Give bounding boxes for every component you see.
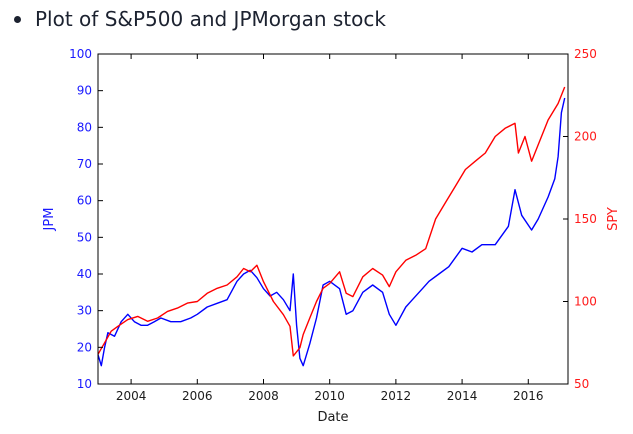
y2-tick-label: 250 bbox=[574, 47, 597, 61]
y2-tick-label: 150 bbox=[574, 212, 597, 226]
series-line-spy bbox=[97, 86, 566, 357]
series-line-jpm bbox=[97, 97, 566, 367]
y-axis-label-jpm: JPM bbox=[42, 208, 57, 232]
y2-axis-label-spy: SPY bbox=[606, 207, 621, 231]
x-tick-label: 2008 bbox=[248, 389, 279, 403]
y-tick-label: 30 bbox=[77, 304, 92, 318]
series-layer bbox=[97, 86, 566, 367]
x-axis-label: Date bbox=[317, 410, 348, 425]
y2-tick-label: 100 bbox=[574, 295, 597, 309]
x-tick-label: 2012 bbox=[381, 389, 412, 403]
y-tick-label: 40 bbox=[77, 267, 92, 281]
x-tick-label: 2014 bbox=[447, 389, 478, 403]
slide-title-row: Plot of S&P500 and JPMorgan stock bbox=[8, 4, 386, 34]
x-tick-label: 2006 bbox=[182, 389, 213, 403]
y-tick-label: 60 bbox=[77, 194, 92, 208]
bullet-icon bbox=[14, 15, 21, 23]
ticks-layer: 2004 2006 2008 2010 2012 2014 2016 10 20 30 40 50 60… bbox=[69, 47, 597, 403]
x-tick-label: 2004 bbox=[116, 389, 147, 403]
x-tick-label: 2016 bbox=[513, 389, 544, 403]
y-tick-label: 20 bbox=[77, 340, 92, 354]
plot-frame bbox=[97, 53, 569, 385]
y-tick-label: 90 bbox=[77, 84, 92, 98]
y-tick-label: 10 bbox=[77, 377, 92, 391]
y-tick-label: 70 bbox=[77, 157, 92, 171]
y2-tick-label: 50 bbox=[574, 377, 589, 391]
slide-title: Plot of S&P500 and JPMorgan stock bbox=[35, 7, 386, 31]
y-tick-label: 100 bbox=[69, 47, 92, 61]
x-tick-label: 2010 bbox=[314, 389, 345, 403]
y-tick-label: 50 bbox=[77, 230, 92, 244]
y-tick-label: 80 bbox=[77, 120, 92, 134]
y2-tick-label: 200 bbox=[574, 130, 597, 144]
